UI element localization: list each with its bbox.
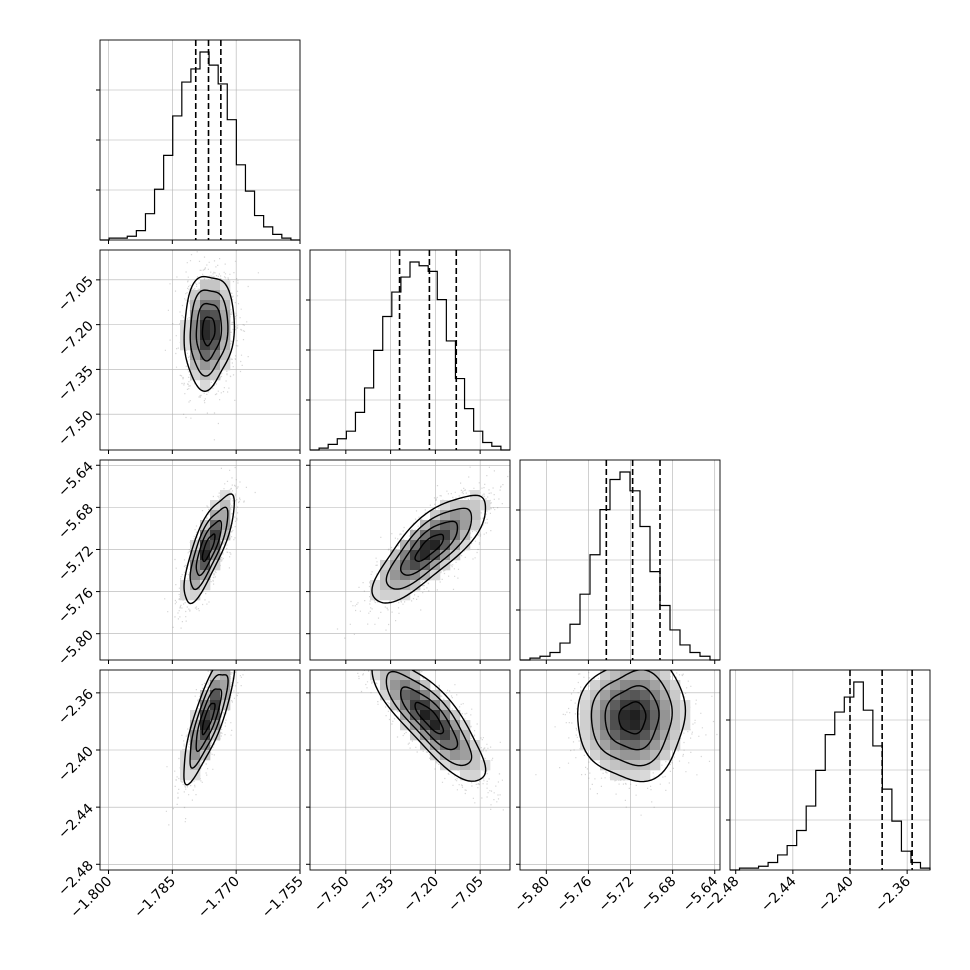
y-tick-label: −7.50 [55, 408, 97, 450]
contour-level-4 [371, 670, 487, 782]
histogram-panel-3 [516, 459, 721, 664]
contour-level-1 [414, 701, 445, 735]
x-tick-label: −5.76 [554, 873, 596, 915]
x-tick-label: −7.20 [401, 874, 443, 916]
contour-level-1 [414, 533, 445, 562]
contour-level-4 [183, 670, 236, 786]
x-tick-label: −5.80 [511, 874, 553, 916]
x-tick-label: −7.35 [356, 874, 398, 916]
y-tick-label: −7.35 [55, 363, 97, 405]
y-tick-label: −5.80 [55, 627, 97, 669]
panel-frame [519, 669, 721, 871]
x-tick-label: −5.72 [596, 874, 638, 916]
panel-frame [99, 669, 301, 871]
histogram-step [730, 681, 931, 871]
density-panel-4-2 [306, 669, 511, 874]
contour-level-2 [195, 302, 223, 362]
x-tick-label: −1.755 [259, 874, 307, 922]
x-tick-label: −2.36 [872, 873, 914, 915]
histogram-panel-2 [306, 249, 511, 454]
contour-level-4 [183, 493, 236, 605]
panel-frame [309, 459, 511, 661]
contour-level-4 [183, 275, 236, 392]
contour-level-4 [371, 494, 487, 604]
y-tick-label: −7.05 [55, 273, 97, 315]
panel-frame [99, 249, 301, 451]
contour-level-2 [604, 685, 660, 751]
x-tick-label: −7.05 [445, 874, 487, 916]
contour-level-1 [201, 316, 216, 347]
contour-level-1 [201, 533, 216, 563]
y-tick-label: −5.68 [55, 501, 97, 543]
histogram-step [100, 51, 300, 241]
contour-level-3 [385, 507, 473, 590]
contour-level-3 [189, 673, 229, 769]
y-tick-label: −2.40 [55, 744, 97, 786]
x-tick-label: −7.50 [311, 874, 353, 916]
density-panel-3-2 [306, 459, 511, 664]
y-tick-label: −2.44 [55, 801, 97, 843]
histogram-panel-4 [726, 669, 931, 874]
panel-frame [99, 459, 301, 661]
panel-frame [309, 669, 511, 871]
histogram-step [310, 261, 510, 451]
histogram-panel-1 [96, 39, 301, 244]
contour-level-3 [189, 289, 229, 377]
contour-level-2 [195, 688, 223, 753]
y-tick-label: −5.72 [55, 543, 97, 585]
density-panel-4-1 [96, 669, 301, 874]
y-tick-label: −7.20 [55, 318, 97, 360]
x-tick-label: −5.68 [638, 874, 680, 916]
y-tick-label: −5.64 [55, 459, 97, 501]
density-panel-4-3 [516, 669, 721, 874]
contour-level-1 [201, 702, 216, 736]
x-tick-label: −1.770 [195, 874, 243, 922]
y-tick-label: −5.76 [55, 585, 97, 627]
contour-level-3 [590, 670, 673, 767]
contour-level-1 [618, 701, 647, 735]
contour-level-2 [195, 519, 223, 577]
x-tick-label: −2.44 [758, 873, 800, 915]
x-tick-label: −2.40 [815, 874, 857, 916]
contour-level-3 [385, 670, 473, 767]
y-tick-label: −2.36 [55, 686, 97, 728]
histogram-step [520, 471, 720, 661]
density-panel-3-1 [96, 459, 301, 664]
contour-level-2 [400, 686, 459, 751]
contour-level-3 [189, 506, 229, 591]
contour-level-4 [576, 670, 687, 783]
density-panel-2-1 [96, 249, 301, 454]
contour-level-2 [399, 520, 459, 576]
x-tick-label: −1.785 [131, 874, 179, 922]
